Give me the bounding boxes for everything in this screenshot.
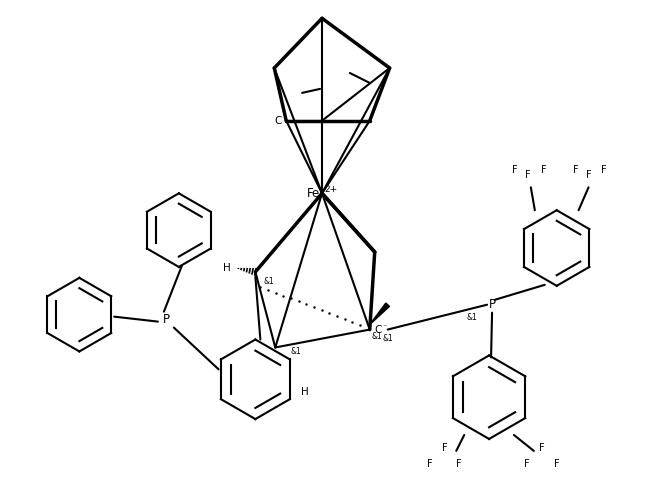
- Text: Fe: Fe: [307, 187, 320, 200]
- Text: ⁻: ⁻: [283, 118, 286, 127]
- Text: F: F: [601, 165, 607, 176]
- Text: F: F: [541, 165, 546, 176]
- Text: F: F: [524, 459, 530, 469]
- Text: C: C: [375, 324, 382, 334]
- Text: F: F: [586, 171, 592, 181]
- Text: F: F: [513, 165, 518, 176]
- Text: P: P: [489, 298, 496, 311]
- Text: ⁻: ⁻: [383, 322, 387, 331]
- Text: F: F: [525, 171, 531, 181]
- Polygon shape: [370, 303, 389, 324]
- Text: F: F: [573, 165, 579, 176]
- Text: F: F: [456, 459, 462, 469]
- Text: F: F: [427, 459, 432, 469]
- Text: F: F: [441, 443, 447, 453]
- Text: &1: &1: [372, 331, 382, 341]
- Text: F: F: [539, 443, 544, 453]
- Text: &1: &1: [263, 277, 274, 286]
- Text: 2+: 2+: [324, 185, 337, 194]
- Text: &1: &1: [383, 333, 393, 343]
- Text: P: P: [163, 313, 169, 326]
- Text: C: C: [275, 116, 283, 126]
- Text: H: H: [301, 387, 309, 397]
- Text: H: H: [223, 263, 231, 273]
- Text: &1: &1: [467, 313, 477, 321]
- Text: &1: &1: [290, 348, 301, 357]
- Text: F: F: [554, 459, 559, 469]
